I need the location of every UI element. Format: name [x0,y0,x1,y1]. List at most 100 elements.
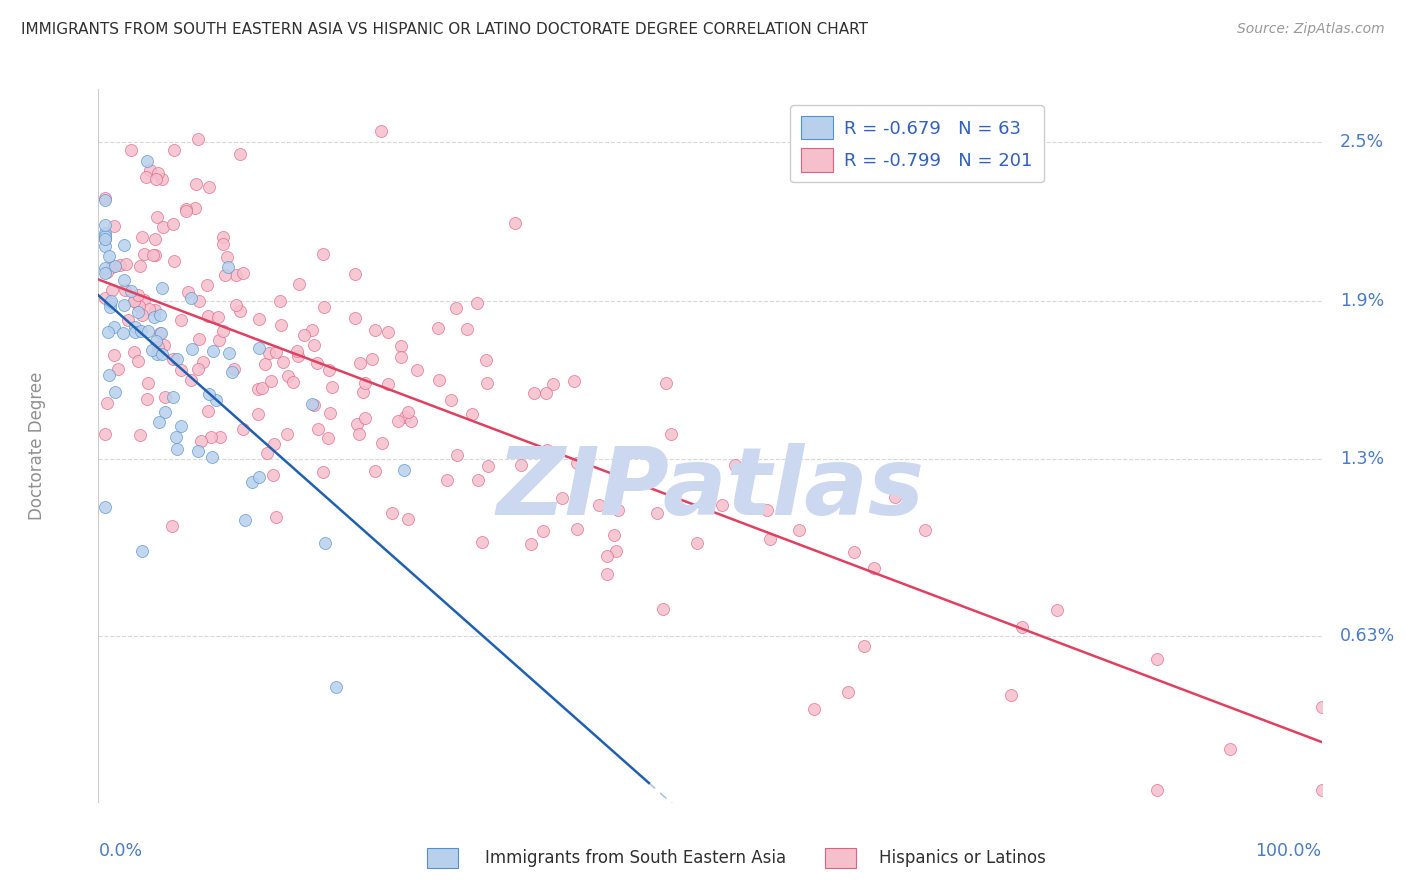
Point [104,259,127,273]
Point [150,171,173,186]
Point [436,473,458,487]
Point [152,219,174,234]
Point [162,217,184,231]
Text: 0.63%: 0.63% [1340,627,1395,645]
Point [567,456,589,470]
Point [170,313,193,327]
Point [127,353,149,368]
Point [522,386,544,401]
Point [122,344,145,359]
Point [536,442,558,457]
Point [389,350,412,364]
Point [222,362,245,376]
Legend: R = -0.679   N = 63, R = -0.799   N = 201: R = -0.679 N = 63, R = -0.799 N = 201 [790,105,1043,183]
Point [166,442,188,457]
Point [143,232,166,246]
Point [541,377,564,392]
Text: 1.3%: 1.3% [1340,450,1384,468]
Point [756,503,779,517]
Point [550,491,572,505]
Point [131,544,153,558]
Point [595,567,617,582]
Text: 100.0%: 100.0% [1256,842,1322,860]
Point [264,509,287,524]
Point [276,427,298,442]
FancyBboxPatch shape [825,848,856,868]
Point [884,490,907,504]
Point [364,323,387,337]
Point [398,405,420,419]
Point [184,178,207,192]
Point [654,376,676,390]
Point [596,549,619,563]
Point [150,326,173,340]
Point [263,437,285,451]
Point [135,392,157,407]
Point [1310,699,1333,714]
Point [197,403,219,417]
Point [93,500,115,514]
Point [837,685,859,699]
Point [103,319,125,334]
Point [100,294,122,309]
Point [1146,652,1168,666]
Point [141,343,163,357]
Point [124,293,146,308]
Point [405,363,427,377]
Point [588,498,610,512]
Point [246,407,269,421]
Point [534,385,557,400]
Point [387,414,409,428]
Point [142,247,165,261]
Point [187,332,209,346]
Point [787,524,810,538]
Text: Hispanics or Latinos: Hispanics or Latinos [879,849,1046,867]
Text: Doctorate Degree: Doctorate Degree [28,372,46,520]
Point [149,308,172,322]
Point [269,294,291,309]
Point [93,226,115,240]
Point [233,513,256,527]
Point [1000,688,1022,702]
Point [129,324,152,338]
Point [93,261,115,276]
Point [659,427,682,442]
Point [292,328,315,343]
Point [377,326,399,340]
Point [100,300,122,314]
Point [399,414,422,428]
Point [607,502,630,516]
Text: ZIPatlas: ZIPatlas [496,442,924,535]
Point [208,430,231,444]
Point [710,498,733,512]
Point [461,407,484,421]
Point [180,291,202,305]
Point [111,326,134,340]
Point [139,162,162,177]
Point [1219,742,1241,756]
Point [204,393,226,408]
Point [302,338,325,352]
Point [187,132,209,146]
Point [247,382,270,396]
Point [456,321,478,335]
Point [127,288,149,302]
Point [285,344,308,359]
Point [316,431,339,445]
Point [145,334,167,348]
Point [212,324,235,338]
Point [319,406,342,420]
Point [201,450,224,464]
Point [475,376,498,391]
Point [187,444,209,458]
Point [863,560,886,574]
Point [260,374,283,388]
Point [149,326,172,340]
Point [759,533,782,547]
Point [215,250,238,264]
Point [394,409,416,424]
Point [287,349,309,363]
Point [136,324,159,338]
Point [131,230,153,244]
Point [253,357,276,371]
